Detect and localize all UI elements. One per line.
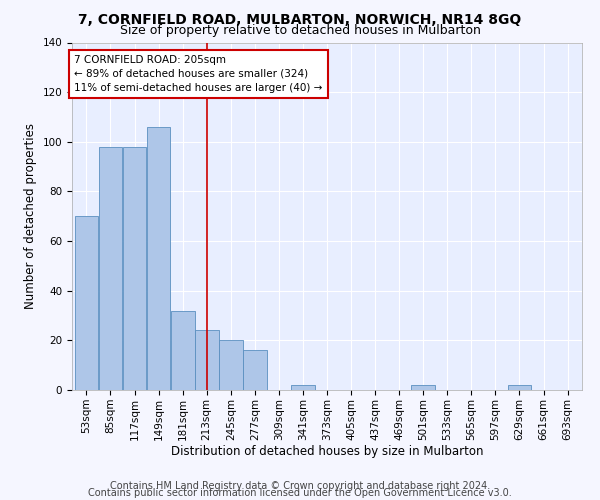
Bar — [98, 147, 122, 390]
Text: 7 CORNFIELD ROAD: 205sqm
← 89% of detached houses are smaller (324)
11% of semi-: 7 CORNFIELD ROAD: 205sqm ← 89% of detach… — [74, 55, 323, 93]
Bar — [195, 330, 218, 390]
Text: Contains HM Land Registry data © Crown copyright and database right 2024.: Contains HM Land Registry data © Crown c… — [110, 481, 490, 491]
Text: Contains public sector information licensed under the Open Government Licence v3: Contains public sector information licen… — [88, 488, 512, 498]
Text: Size of property relative to detached houses in Mulbarton: Size of property relative to detached ho… — [119, 24, 481, 37]
Bar — [412, 385, 435, 390]
Y-axis label: Number of detached properties: Number of detached properties — [24, 123, 37, 309]
Bar — [291, 385, 315, 390]
Bar — [508, 385, 531, 390]
Text: 7, CORNFIELD ROAD, MULBARTON, NORWICH, NR14 8GQ: 7, CORNFIELD ROAD, MULBARTON, NORWICH, N… — [79, 12, 521, 26]
Bar — [147, 127, 170, 390]
X-axis label: Distribution of detached houses by size in Mulbarton: Distribution of detached houses by size … — [171, 446, 483, 458]
Bar — [243, 350, 266, 390]
Bar — [74, 216, 98, 390]
Bar — [123, 147, 146, 390]
Bar — [219, 340, 242, 390]
Bar — [171, 310, 194, 390]
